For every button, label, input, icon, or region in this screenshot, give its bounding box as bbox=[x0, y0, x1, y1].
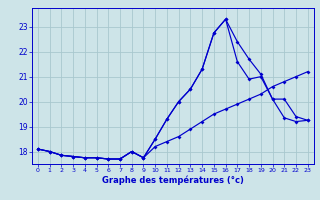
X-axis label: Graphe des températures (°c): Graphe des températures (°c) bbox=[102, 176, 244, 185]
